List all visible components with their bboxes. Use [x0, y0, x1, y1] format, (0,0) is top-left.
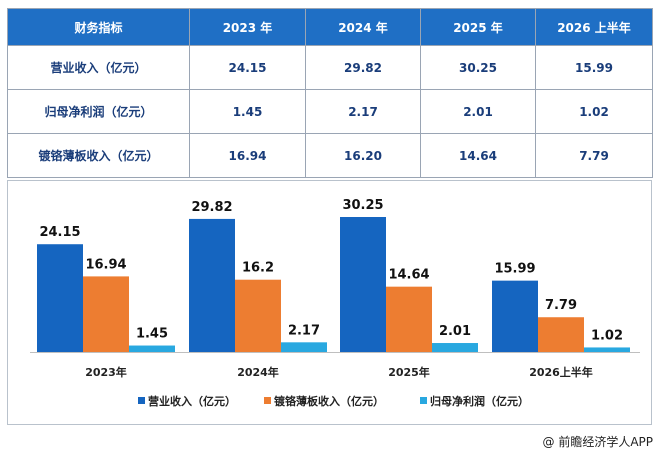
- bar: [386, 286, 432, 352]
- row-label: 镀铬薄板收入（亿元）: [7, 133, 190, 178]
- table-cell: 24.15: [189, 45, 306, 90]
- data-label: 15.99: [494, 262, 535, 277]
- bar: [538, 317, 584, 352]
- bar: [584, 347, 630, 352]
- tick-label: 2023年: [85, 365, 127, 379]
- legend-label: 镀铬薄板收入（亿元）: [274, 394, 384, 408]
- bar: [281, 342, 327, 352]
- table-cell: 29.82: [305, 45, 421, 90]
- legend-label: 归母净利润（亿元）: [430, 394, 529, 408]
- tick-label: 2024年: [237, 365, 279, 379]
- tick-label: 2026上半年: [529, 365, 593, 379]
- row-label: 营业收入（亿元）: [7, 45, 190, 90]
- bar: [37, 244, 83, 352]
- data-label: 24.15: [39, 225, 80, 240]
- table-row: 归母净利润（亿元） 1.45 2.17 2.01 1.02: [7, 89, 653, 134]
- data-label: 7.79: [545, 298, 577, 313]
- table-row: 镀铬薄板收入（亿元） 16.94 16.20 14.64 7.79: [7, 133, 653, 178]
- data-label: 14.64: [388, 268, 429, 283]
- header-cell: 财务指标: [7, 8, 190, 46]
- header-cell: 2025 年: [420, 8, 536, 46]
- data-label: 29.82: [191, 200, 232, 215]
- table-header-row: 财务指标 2023 年 2024 年 2025 年 2026 上半年: [7, 8, 653, 46]
- table-cell: 16.94: [189, 133, 306, 178]
- data-label: 30.25: [342, 198, 383, 213]
- table-cell: 15.99: [535, 45, 653, 90]
- source-credit: @ 前瞻经济学人APP: [542, 435, 654, 449]
- bar: [129, 345, 175, 352]
- bar: [340, 217, 386, 352]
- legend-swatch: [138, 397, 145, 404]
- legend-swatch: [420, 397, 427, 404]
- table-cell: 2.01: [420, 89, 536, 134]
- row-label: 归母净利润（亿元）: [7, 89, 190, 134]
- table-cell: 2.17: [305, 89, 421, 134]
- table-cell: 30.25: [420, 45, 536, 90]
- financial-table: 财务指标 2023 年 2024 年 2025 年 2026 上半年 营业收入（…: [7, 8, 653, 178]
- data-label: 16.94: [85, 257, 126, 272]
- data-label: 1.02: [591, 328, 623, 343]
- bar: [492, 280, 538, 352]
- table-cell: 16.20: [305, 133, 421, 178]
- data-label: 16.2: [242, 261, 274, 276]
- legend-swatch: [264, 397, 271, 404]
- legend-label: 营业收入（亿元）: [148, 394, 236, 408]
- bar: [235, 279, 281, 352]
- header-cell: 2026 上半年: [535, 8, 653, 46]
- table-cell: 1.45: [189, 89, 306, 134]
- table-cell: 1.02: [535, 89, 653, 134]
- bar: [83, 276, 129, 352]
- bar: [432, 343, 478, 352]
- data-label: 2.01: [439, 324, 471, 339]
- table-cell: 7.79: [535, 133, 653, 178]
- table-cell: 14.64: [420, 133, 536, 178]
- table-row: 营业收入（亿元） 24.15 29.82 30.25 15.99: [7, 45, 653, 90]
- bar: [189, 218, 235, 352]
- tick-label: 2025年: [388, 365, 430, 379]
- data-label: 2.17: [288, 323, 320, 338]
- data-label: 1.45: [136, 327, 168, 342]
- chart-frame: [7, 180, 652, 425]
